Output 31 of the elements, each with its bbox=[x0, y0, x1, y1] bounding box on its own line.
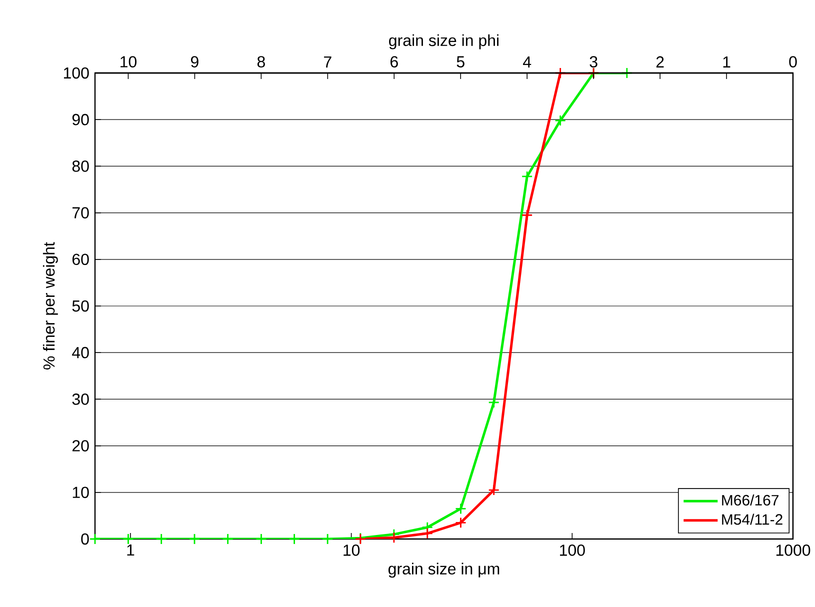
x-axis-title: grain size in μm bbox=[388, 562, 500, 578]
y-tick-label: 90 bbox=[72, 114, 89, 126]
legend-label: M54/11-2 bbox=[722, 514, 782, 525]
y-tick-label: 20 bbox=[72, 440, 89, 452]
x2-tick-label: 6 bbox=[390, 56, 398, 68]
y-tick-label: 30 bbox=[72, 394, 89, 405]
y-tick-label: 0 bbox=[81, 533, 89, 545]
y-tick-label: 60 bbox=[72, 254, 89, 266]
x2-tick-label: 3 bbox=[590, 56, 598, 68]
x2-axis-title: grain size in phi bbox=[389, 34, 498, 50]
x-tick-label: 1000 bbox=[776, 544, 810, 556]
x2-tick-label: 7 bbox=[324, 56, 332, 68]
x2-tick-label: 2 bbox=[656, 56, 664, 68]
y-tick-label: 100 bbox=[64, 67, 89, 79]
y-tick-label: 40 bbox=[72, 346, 89, 358]
y-tick-label: 50 bbox=[72, 300, 89, 312]
x2-tick-label: 5 bbox=[456, 56, 464, 68]
y-axis-title: % finer per weight bbox=[42, 242, 58, 370]
x2-tick-label: 4 bbox=[523, 56, 532, 68]
y-tick-label: 10 bbox=[72, 486, 89, 498]
x2-tick-label: 0 bbox=[789, 56, 797, 68]
x-tick-label: 100 bbox=[560, 544, 585, 556]
x2-tick-label: 8 bbox=[257, 56, 265, 68]
x2-tick-label: 1 bbox=[723, 56, 730, 68]
x2-tick-label: 10 bbox=[120, 56, 137, 68]
y-tick-label: 70 bbox=[72, 207, 89, 218]
y-tick-label: 80 bbox=[72, 160, 89, 172]
x2-tick-label: 9 bbox=[191, 56, 198, 68]
x-tick-label: 1 bbox=[127, 544, 134, 556]
x-tick-label: 10 bbox=[344, 544, 360, 556]
legend-label: M66/167 bbox=[722, 494, 778, 506]
